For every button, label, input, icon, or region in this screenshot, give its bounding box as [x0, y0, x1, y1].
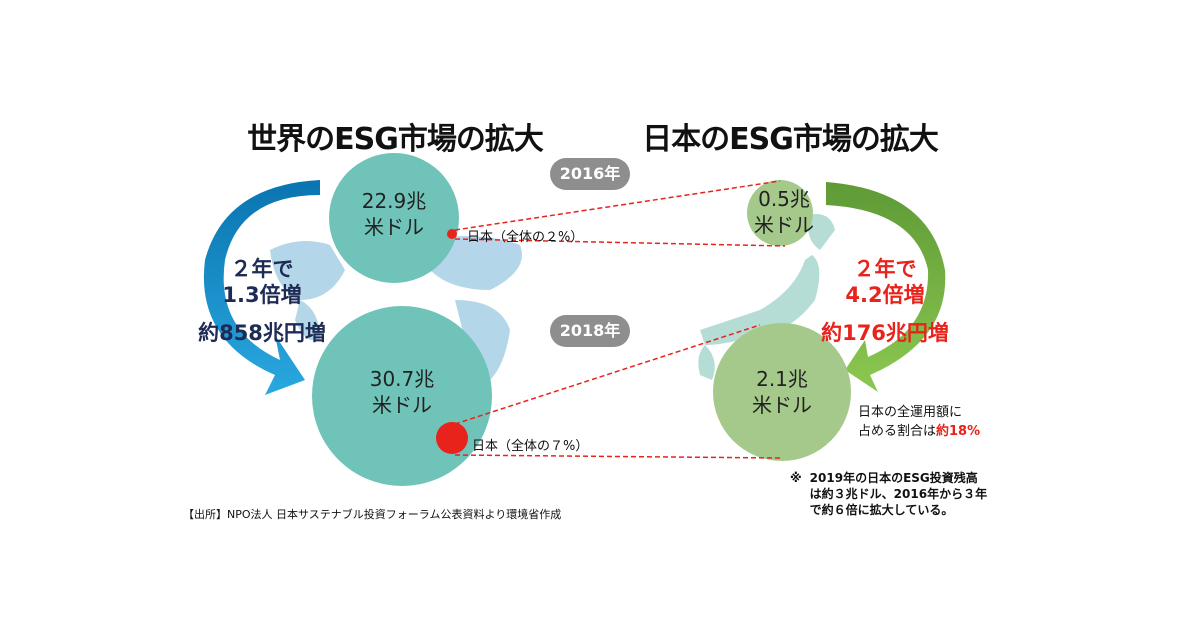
world-title: 世界のESG市場の拡大 [247, 122, 544, 157]
japan-map [698, 214, 835, 380]
japan-2018-circle [713, 323, 851, 461]
world-growth-text: ２年で 1.3倍増 約858兆円増 [198, 257, 326, 345]
japan-share-text: 日本の全運用額に 占める割合は約18% [858, 405, 981, 439]
footnote: ※ 2019年の日本のESG投資残高 は約３兆ドル、2016年から３年 で約６倍に拡… [790, 471, 988, 517]
world-2016-circle [329, 153, 459, 283]
japan-dot-2016 [447, 229, 457, 239]
source-text: 【出所】NPO法人 日本サステナブル投資フォーラム公表資料より環境省作成 [183, 508, 562, 521]
japan-dot-2018 [436, 422, 468, 454]
year-pill-2018: 2018年 [550, 315, 630, 347]
japan-2016-circle [747, 180, 813, 246]
world-growth-arrow [203, 180, 320, 395]
connector-lines [454, 180, 786, 459]
japan-2018-value: 2.1兆 米ドル [752, 367, 812, 417]
world-2018-value: 30.7兆 米ドル [369, 367, 435, 417]
year-pill-2016: 2016年 [550, 158, 630, 190]
japan-share-2016: 日本（全体の２%） [467, 230, 584, 245]
japan-growth-text: ２年で 4.2倍増 約176兆円増 [821, 257, 949, 345]
japan-2016-value: 0.5兆 米ドル [754, 187, 814, 237]
world-2016-value: 22.9兆 米ドル [361, 189, 427, 239]
japan-title: 日本のESG市場の拡大 [642, 122, 939, 157]
japan-share-2018: 日本（全体の７%） [472, 439, 589, 454]
japan-growth-arrow [826, 182, 946, 392]
